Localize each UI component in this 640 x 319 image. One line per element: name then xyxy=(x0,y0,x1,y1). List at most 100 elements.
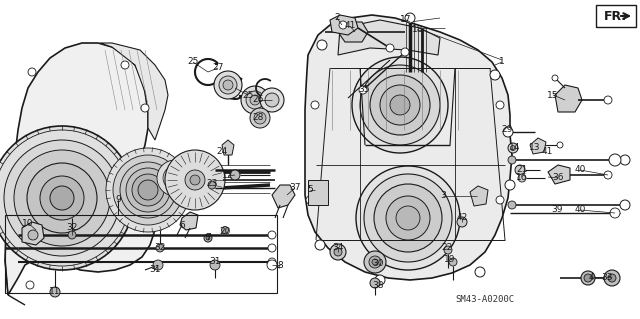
Polygon shape xyxy=(272,185,295,208)
Text: 27: 27 xyxy=(212,63,224,72)
Circle shape xyxy=(620,200,630,210)
Text: 1: 1 xyxy=(499,57,505,66)
Text: 41: 41 xyxy=(344,21,356,31)
Circle shape xyxy=(210,260,220,270)
Circle shape xyxy=(26,281,34,289)
Circle shape xyxy=(511,145,515,151)
Circle shape xyxy=(339,21,347,29)
Text: 14: 14 xyxy=(509,144,521,152)
Circle shape xyxy=(165,150,225,210)
Circle shape xyxy=(552,75,558,81)
Circle shape xyxy=(311,101,319,109)
Circle shape xyxy=(364,174,452,262)
Circle shape xyxy=(496,196,504,204)
Circle shape xyxy=(14,150,110,246)
Text: 13: 13 xyxy=(529,144,541,152)
Circle shape xyxy=(132,174,164,206)
Circle shape xyxy=(620,155,630,165)
Circle shape xyxy=(126,168,170,212)
Circle shape xyxy=(449,258,457,266)
Circle shape xyxy=(370,278,380,288)
Text: SM43-A0200C: SM43-A0200C xyxy=(455,295,514,305)
Circle shape xyxy=(508,156,516,164)
Circle shape xyxy=(265,93,279,107)
Circle shape xyxy=(444,246,452,254)
Circle shape xyxy=(268,231,276,239)
Text: 25: 25 xyxy=(243,91,253,100)
Circle shape xyxy=(317,40,327,50)
Text: 2: 2 xyxy=(334,13,340,23)
Text: 5: 5 xyxy=(307,186,313,195)
Polygon shape xyxy=(180,212,198,230)
Text: 30: 30 xyxy=(372,259,384,269)
Circle shape xyxy=(375,275,385,285)
Circle shape xyxy=(356,166,460,270)
Circle shape xyxy=(608,274,616,282)
Circle shape xyxy=(581,271,595,285)
Circle shape xyxy=(360,65,440,145)
Text: 33: 33 xyxy=(601,272,612,281)
Text: 34: 34 xyxy=(332,243,344,253)
Circle shape xyxy=(113,155,183,225)
Circle shape xyxy=(156,244,164,252)
Circle shape xyxy=(141,104,149,112)
Polygon shape xyxy=(338,22,368,42)
Text: 6: 6 xyxy=(179,220,185,229)
Circle shape xyxy=(106,148,190,232)
Circle shape xyxy=(267,260,277,270)
Circle shape xyxy=(405,13,415,23)
Circle shape xyxy=(505,180,515,190)
Circle shape xyxy=(153,260,163,270)
Polygon shape xyxy=(470,186,488,206)
Text: 19: 19 xyxy=(444,256,456,264)
Text: 32: 32 xyxy=(67,224,77,233)
Circle shape xyxy=(359,86,367,94)
Text: 41: 41 xyxy=(541,147,553,157)
Circle shape xyxy=(609,154,621,166)
Circle shape xyxy=(268,244,276,252)
Circle shape xyxy=(604,270,620,286)
Circle shape xyxy=(604,96,612,104)
Circle shape xyxy=(390,95,410,115)
Circle shape xyxy=(204,234,212,242)
Circle shape xyxy=(380,85,420,125)
Polygon shape xyxy=(330,15,358,35)
Text: 42: 42 xyxy=(456,213,468,222)
Circle shape xyxy=(386,44,394,52)
Text: 16: 16 xyxy=(516,174,528,182)
Text: 10: 10 xyxy=(22,219,34,227)
Circle shape xyxy=(250,108,270,128)
Text: 29: 29 xyxy=(501,125,513,135)
Circle shape xyxy=(27,163,97,233)
Circle shape xyxy=(28,230,38,240)
Circle shape xyxy=(241,86,269,114)
Text: 8: 8 xyxy=(277,261,283,270)
Text: 3: 3 xyxy=(440,191,446,201)
Circle shape xyxy=(169,172,181,184)
Text: 39: 39 xyxy=(551,205,563,214)
Polygon shape xyxy=(555,85,582,112)
Polygon shape xyxy=(222,140,234,155)
Circle shape xyxy=(50,186,74,210)
Circle shape xyxy=(157,160,193,196)
Polygon shape xyxy=(100,43,168,140)
Polygon shape xyxy=(305,15,512,280)
Bar xyxy=(596,5,636,27)
Text: 7: 7 xyxy=(205,233,211,241)
Circle shape xyxy=(401,48,409,56)
Text: 23: 23 xyxy=(206,180,218,189)
Circle shape xyxy=(50,287,60,297)
Circle shape xyxy=(557,142,563,148)
Text: 26: 26 xyxy=(252,95,264,105)
Circle shape xyxy=(208,181,216,189)
Circle shape xyxy=(206,236,210,240)
Circle shape xyxy=(386,196,430,240)
Text: 36: 36 xyxy=(552,174,564,182)
Bar xyxy=(5,215,277,293)
Circle shape xyxy=(475,267,485,277)
Circle shape xyxy=(610,208,620,218)
Circle shape xyxy=(4,140,120,256)
Text: 9: 9 xyxy=(115,196,121,204)
Circle shape xyxy=(508,143,518,153)
Text: 15: 15 xyxy=(547,91,559,100)
